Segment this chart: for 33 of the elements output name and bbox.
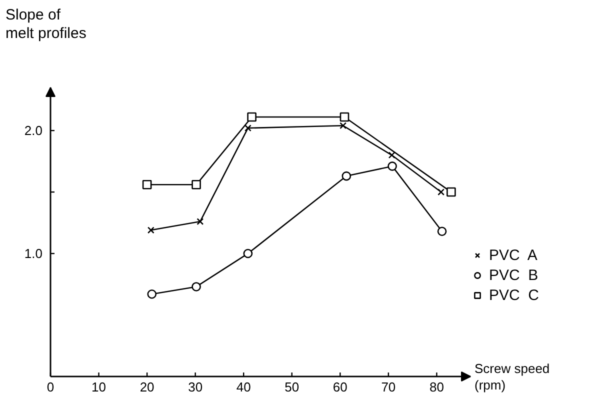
x-tick-label: 30 <box>188 380 203 394</box>
point <box>192 282 201 292</box>
legend-label: PVC A <box>489 246 538 264</box>
point <box>147 289 157 299</box>
point <box>340 112 350 122</box>
point <box>388 152 396 159</box>
y-axis-title: Slope of melt profiles <box>6 6 86 42</box>
point <box>342 171 352 181</box>
legend-label: PVC C <box>489 286 540 304</box>
x-tick-label: 20 <box>140 380 154 394</box>
point <box>388 162 397 171</box>
point <box>446 187 456 197</box>
y-tick-label: 2.0 <box>24 123 43 138</box>
x-tick-label: 70 <box>381 380 396 394</box>
x-tick-label: 10 <box>92 380 106 394</box>
x-tick-label: 50 <box>284 380 300 394</box>
x-tick-label: 40 <box>236 380 251 394</box>
point <box>244 124 252 132</box>
point <box>147 226 154 234</box>
point <box>196 218 204 226</box>
point <box>437 226 447 236</box>
point <box>243 248 253 258</box>
x-axis-title: Screw speed (rpm) <box>474 360 550 392</box>
point <box>247 112 256 122</box>
x-tick-label: 80 <box>429 380 444 394</box>
legend-label: PVC B <box>489 266 538 284</box>
point <box>142 180 152 190</box>
x-tick-label: 0 <box>46 380 54 394</box>
point <box>192 180 201 190</box>
x-tick-label: 60 <box>332 380 348 394</box>
point <box>340 122 347 130</box>
point <box>438 188 445 196</box>
y-tick-label: 1.0 <box>24 246 43 262</box>
